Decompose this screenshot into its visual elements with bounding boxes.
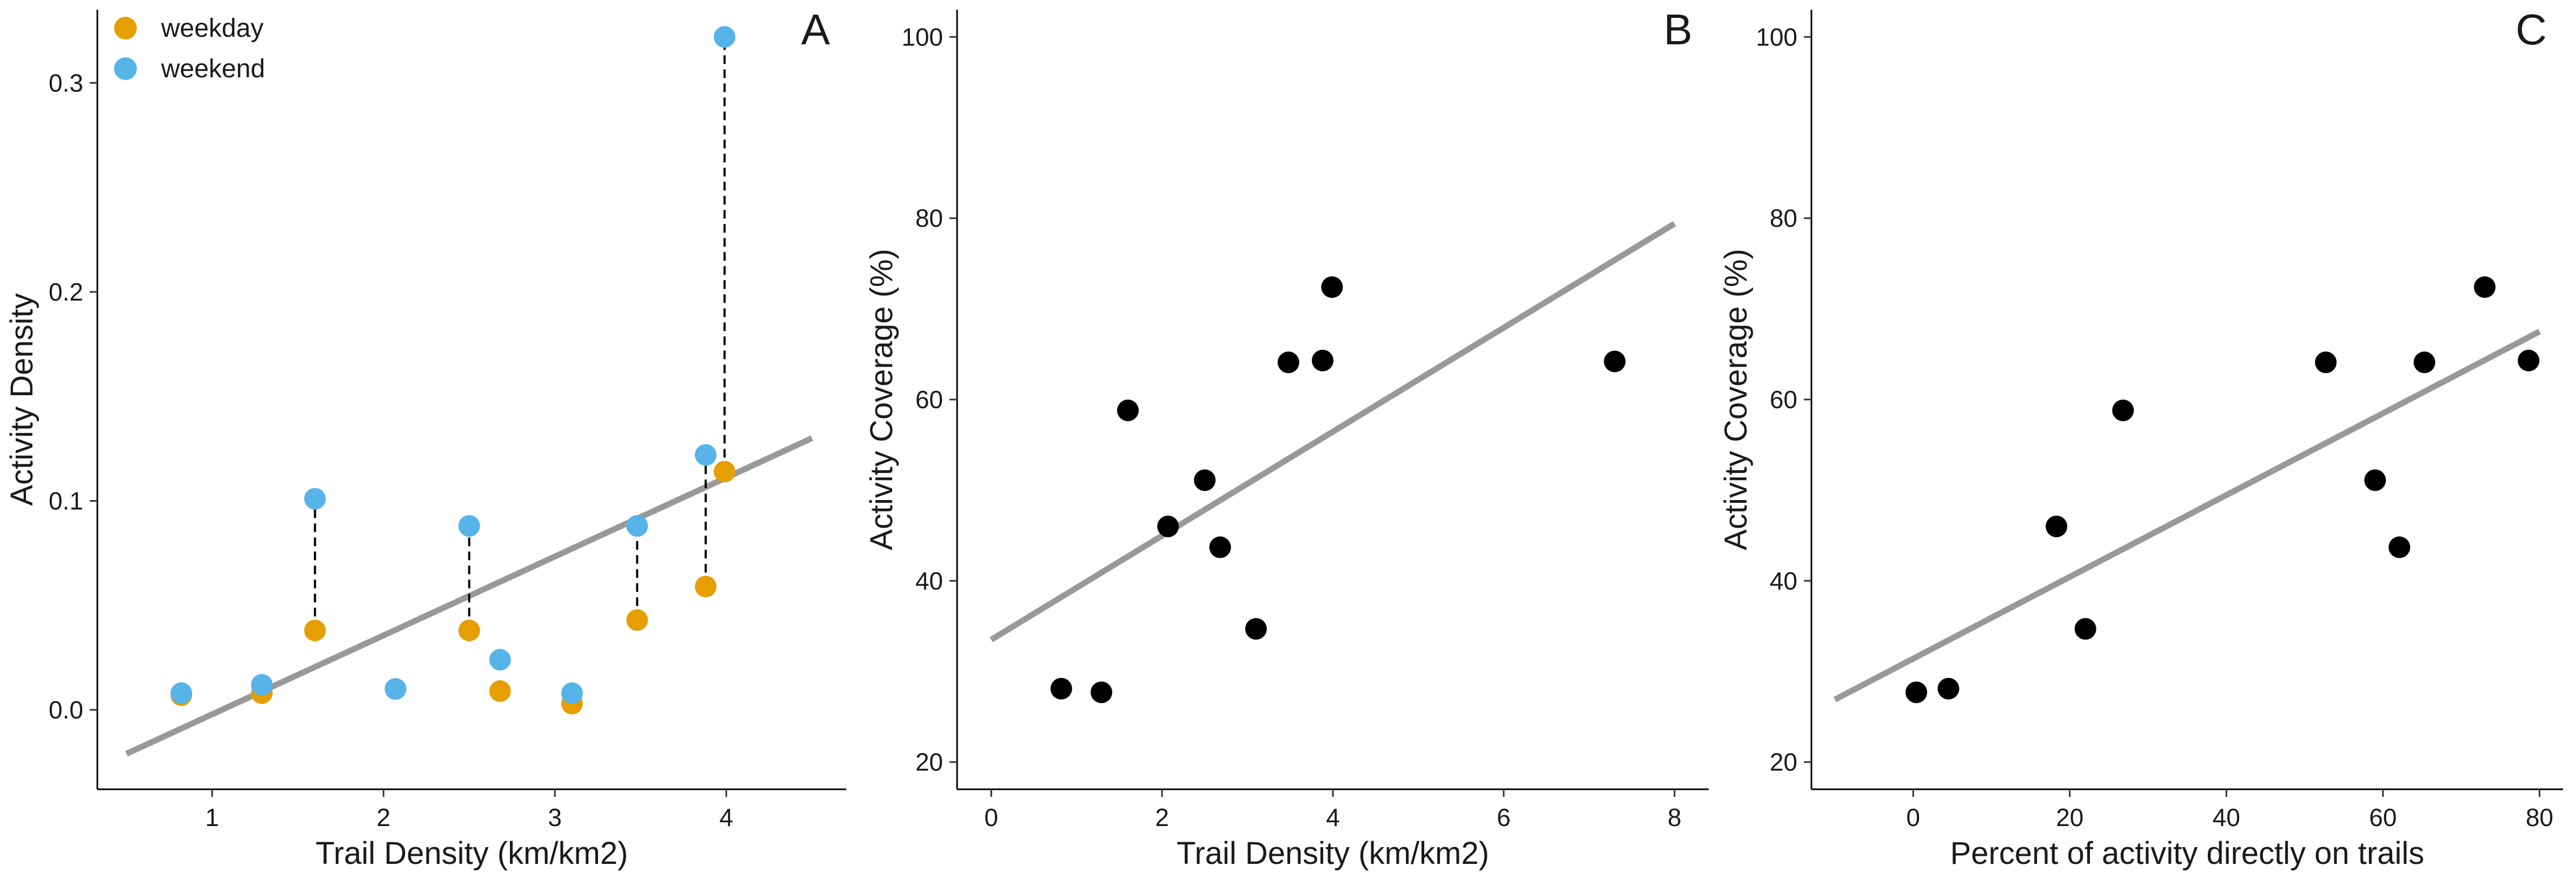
y-tick-label: 80 (915, 204, 943, 232)
panel-letter: C (2515, 5, 2547, 54)
data-point (2364, 469, 2386, 491)
weekday-point (489, 680, 511, 702)
data-point (2046, 515, 2068, 537)
data-point (1604, 350, 1626, 372)
weekend-point (304, 488, 326, 510)
x-axis-title: Trail Density (km/km2) (1177, 836, 1489, 871)
y-tick-label: 0.3 (49, 69, 83, 97)
panel-c: 0 20 40 60 80 20 40 60 80 100 Percent of activity … (1718, 5, 2563, 871)
y-tick-label: 40 (915, 567, 943, 595)
x-tick-label: 0 (984, 803, 998, 831)
data-point (2074, 618, 2096, 640)
y-tick-label: 0.2 (49, 278, 83, 306)
y-tick-label: 60 (915, 385, 943, 414)
y-axis-title: Activity Coverage (%) (1718, 249, 1754, 550)
y-tick-label: 0.0 (49, 696, 83, 724)
x-tick-label: 4 (1326, 803, 1340, 831)
y-tick-label: 20 (1770, 748, 1797, 776)
y-axis-title: Activity Density (4, 293, 39, 505)
x-tick-label: 6 (1497, 803, 1511, 831)
regression-line (990, 221, 1676, 643)
x-axis-title: Percent of activity directly on trails (1950, 836, 2425, 871)
x-tick-label: 60 (2369, 803, 2396, 831)
legend-label-weekend: weekend (161, 55, 265, 83)
x-tick-label: 1 (205, 803, 220, 831)
weekend-point (251, 674, 273, 696)
weekend-point (695, 444, 717, 466)
legend-swatch-weekday (114, 17, 137, 39)
y-tick-label: 40 (1770, 567, 1797, 595)
data-point (1937, 677, 1960, 700)
weekend-point (458, 515, 480, 537)
legend-label-weekday: weekday (161, 14, 263, 43)
y-tick-label: 20 (915, 748, 943, 776)
weekday-point (695, 576, 717, 598)
y-tick-label: 80 (1770, 204, 1797, 232)
weekday-point (626, 609, 648, 631)
y-axis-title: Activity Coverage (%) (864, 249, 899, 550)
data-point (2413, 351, 2435, 374)
weekday-point (304, 620, 326, 642)
data-point (1321, 276, 1343, 298)
x-tick-label: 0 (1906, 803, 1920, 831)
weekday-point (713, 461, 735, 483)
x-tick-label: 2 (1155, 803, 1169, 831)
y-tick-label: 60 (1770, 385, 1797, 414)
data-point (1245, 618, 1267, 640)
data-point (1277, 351, 1299, 374)
y-tick-label: 100 (901, 23, 943, 51)
data-point (1312, 349, 1334, 371)
data-point (2112, 400, 2134, 422)
weekend-point (561, 682, 583, 704)
panel-letter: A (801, 5, 831, 54)
data-point (1906, 681, 1928, 703)
panel-b: 0 2 4 6 8 20 40 60 80 100 Trail Density (km/km2) Ac… (864, 5, 1709, 871)
data-point (1090, 681, 1112, 703)
x-tick-label: 4 (719, 803, 733, 831)
data-point (2388, 536, 2411, 558)
data-point (2518, 349, 2540, 371)
weekend-point (626, 515, 648, 537)
x-tick-label: 8 (1668, 803, 1682, 831)
panel-a: 1 2 3 4 0.0 0.1 0.2 0.3 Trail Density (km/km2) Ac… (4, 5, 846, 871)
data-point (1050, 677, 1072, 700)
x-tick-label: 80 (2526, 803, 2553, 831)
data-point (1157, 515, 1179, 537)
data-point (1117, 400, 1139, 422)
data-point (1209, 536, 1231, 558)
x-axis-title: Trail Density (km/km2) (316, 836, 628, 871)
y-tick-label: 0.1 (49, 487, 83, 515)
legend-swatch-weekend (114, 57, 137, 80)
x-tick-label: 2 (376, 803, 390, 831)
weekday-point (458, 620, 480, 642)
regression-line (1833, 329, 2541, 702)
weekend-point (170, 682, 192, 704)
data-point (2474, 276, 2496, 298)
y-tick-label: 100 (1756, 23, 1797, 51)
weekend-point (713, 26, 735, 48)
x-tick-label: 20 (2056, 803, 2083, 831)
weekend-point (384, 678, 407, 700)
data-point (2315, 351, 2337, 374)
weekend-point (489, 649, 511, 671)
x-tick-label: 40 (2213, 803, 2240, 831)
x-tick-label: 3 (548, 803, 562, 831)
panel-letter: B (1664, 5, 1692, 54)
data-point (1194, 469, 1216, 491)
